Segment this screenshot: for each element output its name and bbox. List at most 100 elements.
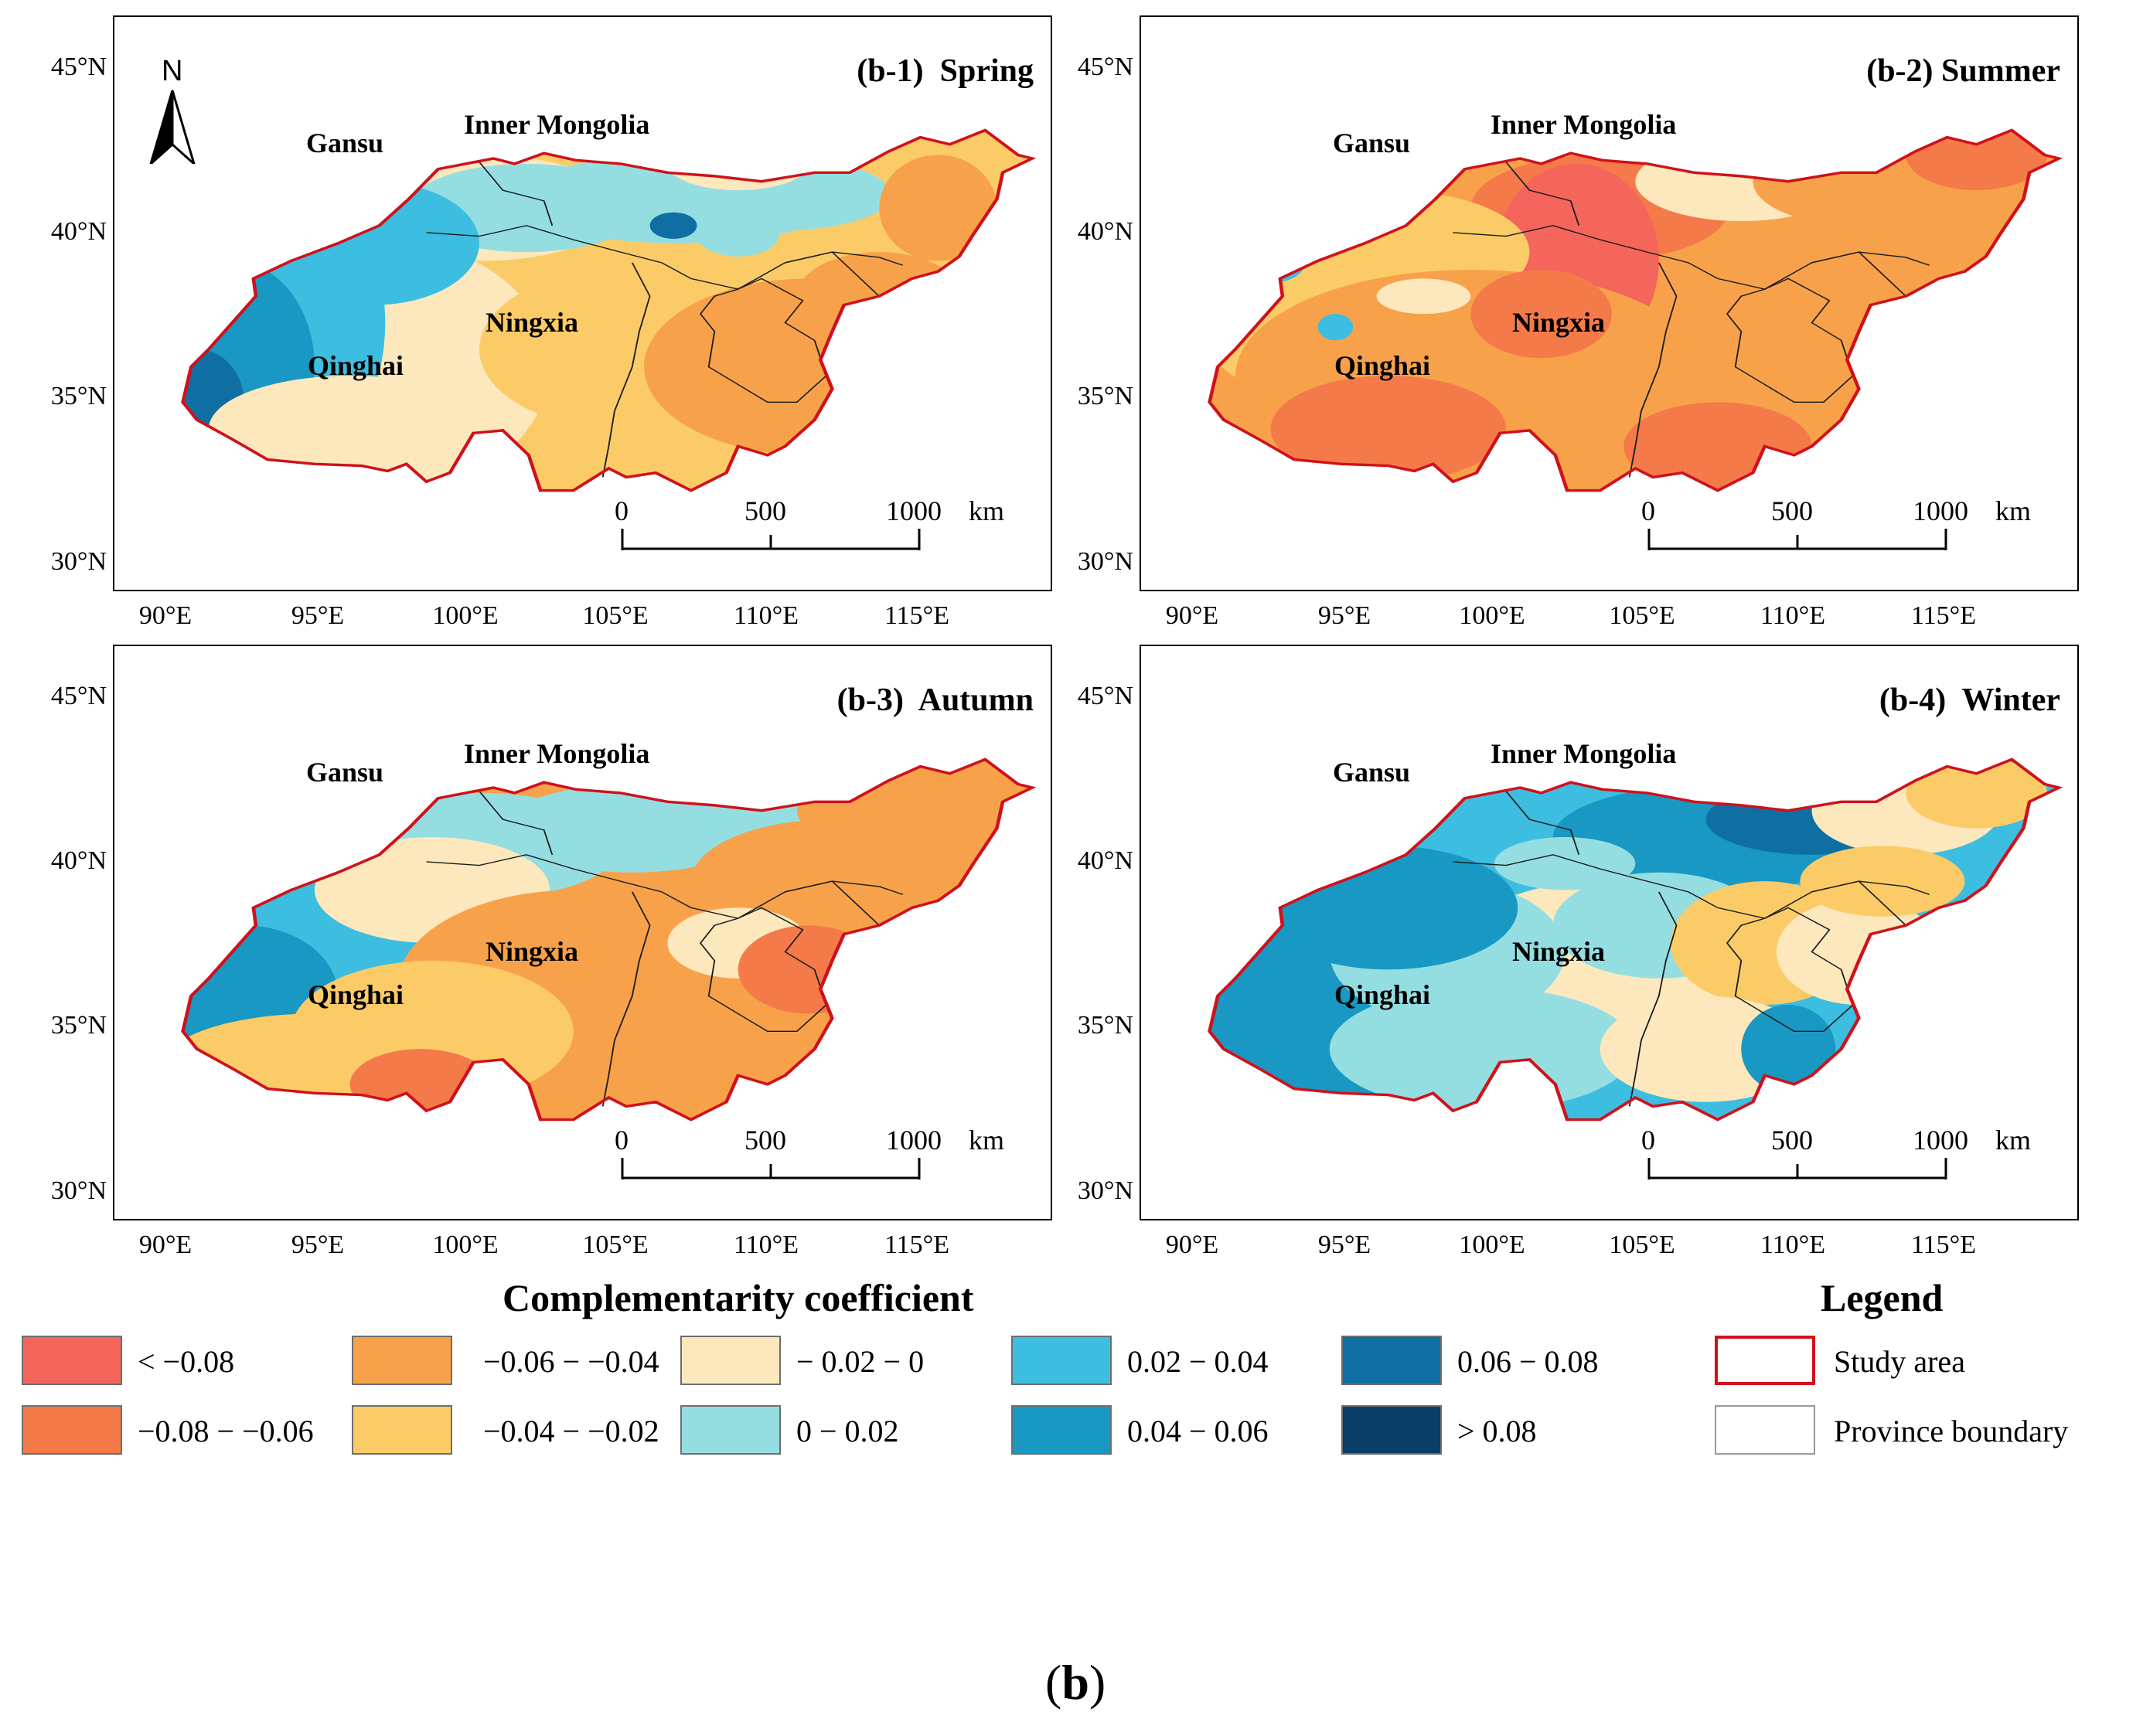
province-boundary (785, 251, 881, 297)
province-boundary (601, 262, 651, 478)
lat-tick: 45°N (50, 53, 107, 81)
province-label: Gansu (306, 128, 384, 158)
province-label: Ningxia (1512, 936, 1606, 967)
province-boundary (1811, 880, 1907, 926)
class-label: 0.06 − 0.08 (1457, 1344, 1599, 1379)
scale-label: 0 (615, 1125, 629, 1156)
lat-tick: 45°N (50, 682, 107, 710)
lon-tick: 90°E (138, 1231, 192, 1259)
province-label: Inner Mongolia (464, 738, 650, 769)
class-swatch (1011, 1336, 1112, 1385)
scale-bar: 0 500 1000 km (1641, 1125, 2031, 1179)
value-region (879, 155, 997, 261)
value-region (1470, 269, 1612, 359)
province-boundary (1726, 907, 1854, 1033)
province-boundary (1453, 854, 1930, 919)
lon-tick: 115°E (884, 601, 950, 630)
value-region (1317, 314, 1354, 341)
class-swatch (680, 1336, 781, 1385)
province-label: Ningxia (1512, 307, 1606, 338)
scale-line (1647, 529, 1947, 550)
lat-tick: 45°N (1077, 682, 1133, 710)
value-region (1741, 1005, 1836, 1094)
value-region (1494, 837, 1636, 890)
province-boundary (601, 891, 651, 1107)
class-swatch (680, 1405, 781, 1455)
class-label: −0.04 − −0.02 (483, 1414, 659, 1448)
value-region (349, 1049, 492, 1120)
scale-line (621, 529, 921, 550)
scale-label: 500 (744, 1125, 786, 1156)
province-boundary (699, 277, 827, 403)
lat-tick: 40°N (1077, 217, 1133, 246)
province-boundary (1505, 791, 1580, 856)
lat-tick: 35°N (1077, 382, 1133, 410)
province-boundary (1726, 277, 1854, 403)
value-region (667, 137, 809, 191)
colorbar-title: Complementarity coefficient (503, 1276, 974, 1319)
value-region (649, 212, 697, 239)
class-swatch (1341, 1405, 1442, 1455)
lon-tick: 110°E (1760, 1231, 1826, 1259)
province-label: Inner Mongolia (464, 109, 650, 140)
province-boundary (479, 791, 554, 856)
lat-tick: 30°N (1077, 547, 1133, 576)
value-region (697, 212, 779, 257)
lat-tick: 40°N (50, 217, 107, 246)
class-swatch (1011, 1405, 1112, 1455)
lon-tick: 115°E (1910, 1231, 1977, 1259)
scale-label: 500 (1771, 1125, 1813, 1156)
province-boundary (1453, 225, 1930, 290)
scale-bar: 0 500 1000 km (1641, 495, 2031, 550)
province-label: Gansu (1333, 757, 1411, 788)
lat-tick: 35°N (50, 382, 107, 410)
study-area-label: Study area (1834, 1344, 1965, 1379)
caption-letter: b (1061, 1655, 1089, 1710)
value-region (1906, 130, 2047, 191)
lon-tick: 95°E (1317, 601, 1371, 630)
value-region (1906, 759, 2047, 829)
province-boundary (1505, 162, 1580, 226)
value-region (267, 181, 479, 305)
scale-line (1647, 1158, 1947, 1179)
class-label: 0.04 − 0.06 (1127, 1414, 1269, 1448)
class-swatch (22, 1405, 122, 1455)
value-region (1329, 987, 1636, 1111)
scale-unit: km (1995, 1125, 2032, 1156)
map-panel-winter: (b-4) Winter Gansu Inner Mongolia Ningxia Qi… (1140, 645, 2079, 1220)
figure-caption: (b) (1045, 1655, 1106, 1710)
province-label: Ningxia (485, 307, 579, 338)
class-label: < −0.08 (138, 1344, 235, 1379)
lat-tick: 40°N (1077, 846, 1133, 875)
scale-label: 0 (1641, 495, 1655, 526)
lon-tick: 105°E (1609, 1231, 1675, 1259)
lon-tick: 115°E (884, 1231, 950, 1259)
map-winter (1141, 646, 2077, 1219)
province-label: Inner Mongolia (1491, 738, 1677, 769)
lon-tick: 90°E (138, 601, 192, 630)
scale-label: 0 (615, 495, 629, 526)
scale-unit: km (969, 1125, 1005, 1156)
panel-title: (b-1) Spring (857, 53, 1034, 89)
scale-label: 1000 (886, 495, 942, 526)
lat-tick: 40°N (50, 846, 107, 875)
map-panel-spring: (b-1) Spring Gansu Inner Mongolia Ningxia Qi… (113, 15, 1052, 591)
lon-tick: 105°E (582, 1231, 649, 1259)
class-swatch (352, 1336, 452, 1385)
lon-tick: 95°E (291, 601, 345, 630)
value-region (209, 376, 492, 482)
value-region (1235, 238, 1307, 284)
province-boundary (699, 907, 827, 1033)
class-label: 0 − 0.02 (796, 1414, 899, 1448)
north-arrow-icon: N (141, 48, 203, 168)
lon-tick: 90°E (1165, 601, 1219, 630)
lon-tick: 115°E (1910, 601, 1977, 630)
class-label: > 0.08 (1457, 1414, 1537, 1448)
province-boundary (1811, 251, 1907, 297)
map-spring (114, 17, 1051, 590)
lat-tick: 35°N (50, 1011, 107, 1040)
class-label: −0.08 − −0.06 (138, 1414, 314, 1448)
class-label: − 0.02 − 0 (796, 1344, 925, 1379)
legend-title: Legend (1821, 1276, 1944, 1319)
scale-label: 500 (744, 495, 786, 526)
